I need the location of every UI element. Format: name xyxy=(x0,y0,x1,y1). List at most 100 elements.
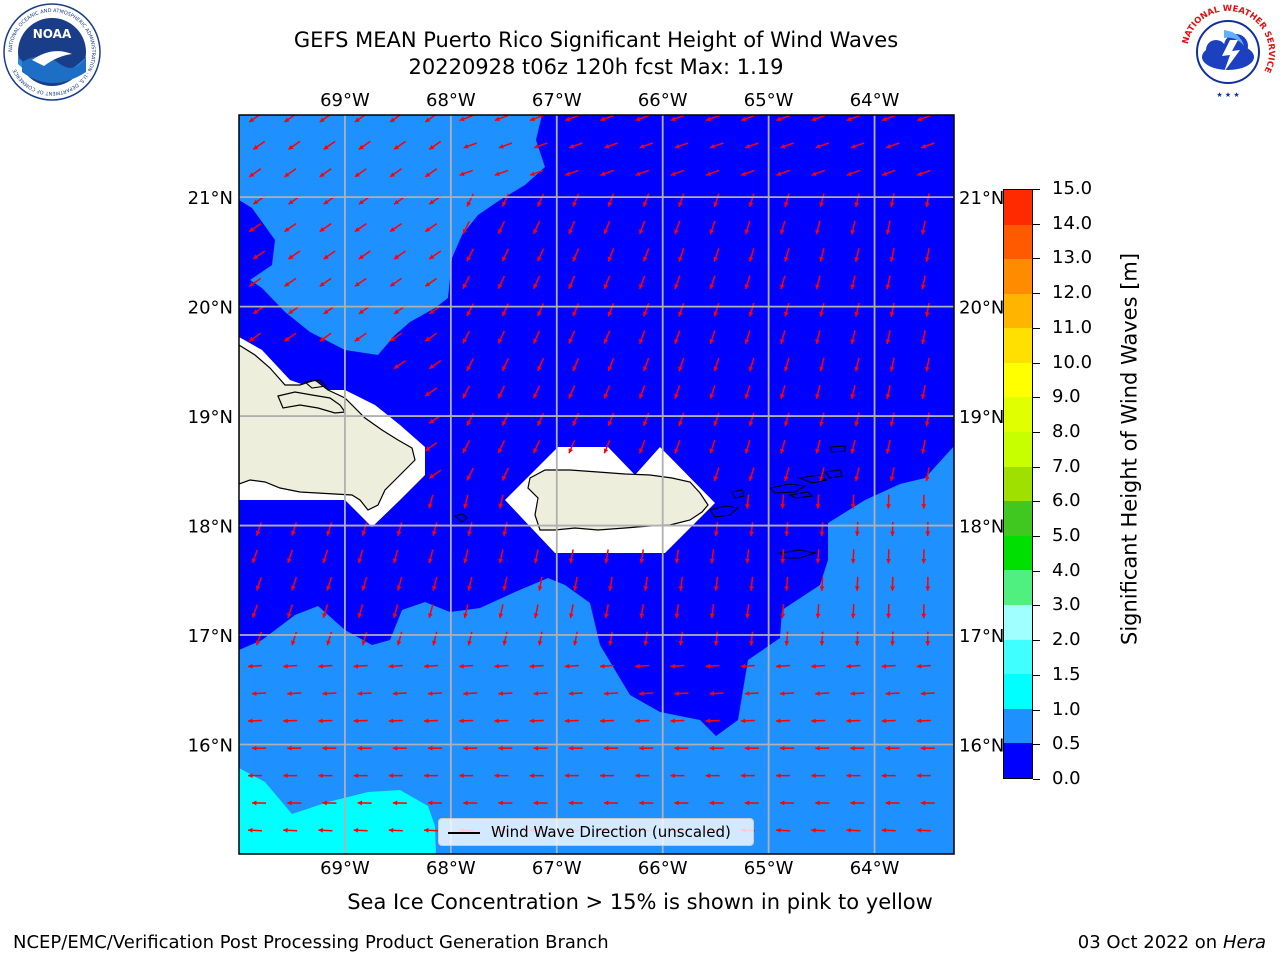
lon-tick-label-top: 64°W xyxy=(850,90,900,111)
arrow-head xyxy=(537,640,543,646)
arrow-head xyxy=(537,365,542,371)
arrow-head xyxy=(745,503,750,509)
arrow-head xyxy=(885,394,891,399)
arrow-head xyxy=(498,745,503,751)
noaa-logo-icon: NATIONAL OCEANIC AND ATMOSPHERIC ADMINIS… xyxy=(3,3,101,101)
arrow-head xyxy=(494,663,499,669)
arrow-head xyxy=(428,691,433,696)
arrow-head xyxy=(502,531,508,536)
arrow-head xyxy=(674,448,679,454)
arrow-head xyxy=(390,227,396,232)
arrow-head xyxy=(678,311,683,317)
arrow-head xyxy=(568,283,573,289)
arrow-head xyxy=(745,144,751,149)
arrow-head xyxy=(678,366,683,372)
arrow-head xyxy=(604,800,609,806)
arrow-head xyxy=(255,530,261,536)
arrow-head xyxy=(318,827,323,833)
arrow-head xyxy=(607,256,613,262)
arrow-head xyxy=(744,800,750,806)
arrow-head xyxy=(639,745,644,751)
wave-band-0.5-1.0-north xyxy=(239,115,545,355)
arrow-head xyxy=(425,227,431,232)
arrow-head xyxy=(783,202,789,207)
arrow-head xyxy=(748,256,754,262)
arrow-head xyxy=(776,663,781,669)
arrow-head xyxy=(287,691,292,696)
arrow-head xyxy=(744,745,750,751)
arrow-head xyxy=(924,421,930,427)
arrow-head xyxy=(568,229,573,235)
arrow-head xyxy=(565,116,571,122)
colorbar-tick-label: 0.0 xyxy=(1052,768,1081,789)
arrow-head xyxy=(424,663,429,669)
arrow-head xyxy=(358,199,364,205)
arrow-head xyxy=(779,284,785,290)
arrow-head xyxy=(388,718,394,724)
colorbar-segment xyxy=(1004,397,1032,433)
arrow-head xyxy=(249,281,255,287)
arrow-head xyxy=(467,530,472,536)
chart-subtitle: 20220928 t06z 120h fcst Max: 1.19 xyxy=(408,55,784,79)
arrow-head xyxy=(318,773,323,778)
arrow-head xyxy=(354,172,360,177)
arrow-head xyxy=(248,827,253,833)
arrow-head xyxy=(776,827,781,833)
arrow-head xyxy=(494,171,500,176)
arrow-head xyxy=(494,773,499,778)
arrow-head xyxy=(429,418,435,424)
arrow-head xyxy=(744,229,750,235)
colorbar-tick xyxy=(1033,223,1040,225)
arrow-head xyxy=(537,201,542,207)
arrow-head xyxy=(361,585,367,591)
arrow-head xyxy=(744,338,750,344)
arrow-head xyxy=(463,144,469,149)
lat-tick-label-left: 19°N xyxy=(188,407,233,428)
small-islands xyxy=(303,379,846,559)
arrow-head xyxy=(463,558,468,564)
lon-tick-label-bottom: 65°W xyxy=(744,858,794,879)
svg-text:★ ★ ★: ★ ★ ★ xyxy=(1216,91,1239,99)
arrow-head xyxy=(643,366,648,372)
arrow-head xyxy=(502,365,507,371)
arrow-head xyxy=(811,663,816,669)
arrow-head xyxy=(287,745,292,751)
arrow-head xyxy=(846,718,851,724)
arrow-head xyxy=(354,117,360,123)
arrow-head xyxy=(819,641,825,646)
arrow-head xyxy=(502,256,507,262)
arrow-head xyxy=(533,691,539,696)
lat-tick-label-right: 17°N xyxy=(959,626,1004,647)
colorbar-tick-label: 4.0 xyxy=(1052,559,1081,581)
arrow-head xyxy=(353,663,359,669)
arrow-head xyxy=(748,421,754,427)
arrow-head xyxy=(537,420,542,426)
arrow-head xyxy=(603,338,609,344)
arrow-head xyxy=(916,718,922,724)
arrow-head xyxy=(643,586,649,591)
colorbar-tick-label: 0.5 xyxy=(1052,733,1081,755)
arrow-head xyxy=(568,613,574,619)
arrow-head xyxy=(425,281,431,287)
arrow-head xyxy=(284,336,290,342)
lon-tick-label-top: 65°W xyxy=(744,90,794,111)
arrow-head xyxy=(565,171,571,176)
lon-tick-label-bottom: 67°W xyxy=(532,858,582,879)
sea-ice-note: Sea Ice Concentration > 15% is shown in … xyxy=(347,890,933,914)
arrow-head xyxy=(890,641,895,646)
colorbar-tick xyxy=(1033,258,1040,260)
arrow-head xyxy=(361,640,367,646)
arrow-head xyxy=(498,503,504,509)
arrow-head xyxy=(498,691,503,696)
arrow-head xyxy=(670,718,675,724)
arrow-head xyxy=(323,199,329,205)
arrow-head xyxy=(783,476,789,481)
arrow-head xyxy=(459,116,465,122)
arrow-head xyxy=(819,366,824,372)
arrow-head xyxy=(390,336,396,342)
arrow-head xyxy=(783,311,789,317)
arrow-head xyxy=(846,663,851,669)
arrow-head xyxy=(916,663,922,669)
arrow-head xyxy=(886,558,891,564)
